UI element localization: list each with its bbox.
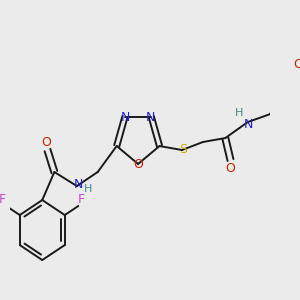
Text: H: H <box>235 108 243 118</box>
Text: O: O <box>226 161 236 175</box>
Text: N: N <box>244 118 254 130</box>
Text: N: N <box>146 112 155 124</box>
Text: O: O <box>133 158 143 170</box>
Text: F: F <box>78 193 85 206</box>
Text: N: N <box>121 112 130 124</box>
Text: N: N <box>74 178 83 190</box>
Text: H: H <box>84 184 92 194</box>
Text: S: S <box>179 142 187 155</box>
Text: F: F <box>0 193 6 206</box>
Text: O: O <box>293 58 300 70</box>
Text: O: O <box>41 136 51 148</box>
